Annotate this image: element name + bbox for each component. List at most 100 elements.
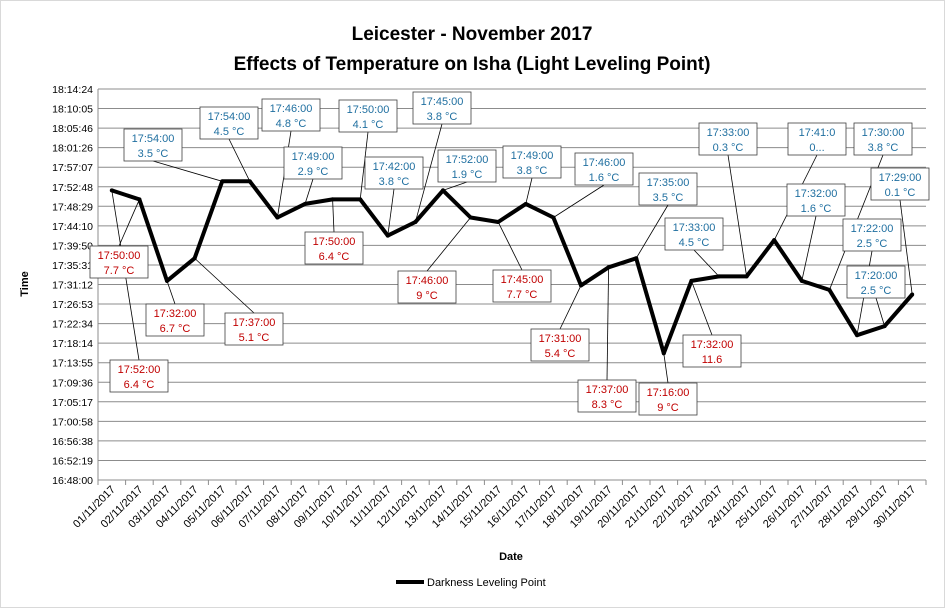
annotation-temp: 6.4 °C <box>124 379 155 391</box>
annotation-temp: 4.5 °C <box>679 237 710 249</box>
data-point <box>606 265 611 270</box>
annotation-leader <box>152 160 223 182</box>
annotation-time: 17:32:00 <box>795 188 838 200</box>
annotation-box <box>846 265 906 299</box>
annotation-box <box>638 382 698 416</box>
annotation-temp: 8.3 °C <box>592 399 623 411</box>
data-point <box>882 324 887 329</box>
annotation-box <box>397 270 457 304</box>
annotation-temp: 1.6 °C <box>589 172 620 184</box>
data-point <box>358 197 363 202</box>
annotation-label: 17:37:00 5.1 °C <box>224 312 284 346</box>
annotation-time: 17:49:00 <box>511 150 554 162</box>
annotation-leader <box>663 353 669 384</box>
data-point <box>855 333 859 338</box>
data-point <box>109 188 114 193</box>
data-point <box>385 233 390 238</box>
annotation-label: 17:30:00 3.8 °C <box>853 122 913 156</box>
annotation-leader <box>118 199 140 247</box>
data-point <box>579 283 583 288</box>
annotation-temp: 4.1 °C <box>353 119 384 131</box>
annotation-temp: 6.7 °C <box>160 323 191 335</box>
annotation-time: 17:46:00 <box>270 103 313 115</box>
annotation-time: 17:41:0 <box>799 127 836 139</box>
annotation-temp: 0.1 °C <box>885 187 916 199</box>
annotation-box <box>870 167 930 201</box>
annotation-box <box>261 98 321 132</box>
annotation-box <box>199 106 259 140</box>
y-tick-label: 17:35:31 <box>52 260 93 272</box>
data-point <box>634 256 639 261</box>
annotation-time: 17:50:00 <box>313 236 356 248</box>
annotation-leader <box>194 257 255 314</box>
y-tick-label: 17:31:12 <box>52 280 93 292</box>
data-point <box>827 287 832 292</box>
annotation-time: 17:32:00 <box>154 308 197 320</box>
annotation-time: 17:42:00 <box>373 161 416 173</box>
y-tick-label: 17:48:29 <box>52 201 93 213</box>
annotation-label: 17:46:00 9 °C <box>397 270 457 304</box>
annotation-leaders <box>111 123 913 384</box>
annotation-leader <box>559 285 582 330</box>
legend: Darkness Leveling Point <box>396 577 546 589</box>
y-tick-label: 17:13:55 <box>52 358 93 370</box>
annotation-label: 17:49:00 3.8 °C <box>502 145 562 179</box>
annotation-label: 17:50:00 7.7 °C <box>89 245 149 279</box>
annotation-label: 17:42:00 3.8 °C <box>364 156 424 190</box>
annotation-label: 17:45:00 3.8 °C <box>412 91 472 125</box>
annotation-temp: 4.5 °C <box>214 126 245 138</box>
annotation-box <box>698 122 758 156</box>
annotation-label: 17:46:00 4.8 °C <box>261 98 321 132</box>
annotation-temp: 0.3 °C <box>713 142 744 154</box>
annotation-box <box>123 128 183 162</box>
annotation-time: 17:33:00 <box>673 222 716 234</box>
annotation-temp: 3.5 °C <box>653 192 684 204</box>
annotation-leader <box>875 297 885 327</box>
data-point <box>330 197 335 202</box>
y-tick-label: 18:10:05 <box>52 104 93 116</box>
series-line-layer <box>109 179 915 356</box>
annotation-time: 17:20:00 <box>855 270 898 282</box>
annotation-time: 17:49:00 <box>292 151 335 163</box>
annotation-time: 17:37:00 <box>233 317 276 329</box>
annotation-time: 17:52:00 <box>446 154 489 166</box>
annotation-box <box>304 231 364 265</box>
data-point <box>165 278 169 283</box>
data-point <box>247 179 252 184</box>
legend-label: Darkness Leveling Point <box>427 577 546 589</box>
annotation-leader <box>693 249 720 277</box>
annotation-leader <box>166 280 176 305</box>
annotation-temp: 6.4 °C <box>319 251 350 263</box>
annotation-time: 17:22:00 <box>851 223 894 235</box>
annotation-temp: 9 °C <box>657 402 679 414</box>
y-tick-label: 17:22:34 <box>52 319 93 331</box>
data-point <box>220 179 225 184</box>
annotation-time: 17:50:00 <box>98 250 141 262</box>
annotation-temp: 3.5 °C <box>138 148 169 160</box>
annotation-temp: 11.6 <box>702 354 723 366</box>
data-point <box>496 220 501 225</box>
data-point <box>551 215 556 220</box>
y-tick-label: 18:14:24 <box>52 84 93 96</box>
data-point <box>661 351 666 356</box>
annotation-leader <box>727 154 747 277</box>
annotation-label: 17:46:00 1.6 °C <box>574 152 634 186</box>
annotation-box <box>492 269 552 303</box>
annotation-label: 17:54:00 3.5 °C <box>123 128 183 162</box>
annotation-time: 17:35:00 <box>647 177 690 189</box>
annotation-time: 17:33:00 <box>707 127 750 139</box>
annotation-leader <box>525 177 533 205</box>
annotation-leader <box>497 221 523 271</box>
annotation-leader <box>387 188 395 236</box>
data-point <box>413 220 418 225</box>
annotation-label: 17:29:00 0.1 °C <box>870 167 930 201</box>
annotation-time: 17:45:00 <box>421 96 464 108</box>
annotation-time: 17:37:00 <box>586 384 629 396</box>
data-point <box>523 201 528 206</box>
annotation-label: 17:52:00 1.9 °C <box>437 149 497 183</box>
annotation-box <box>338 99 398 133</box>
y-tick-label: 17:09:36 <box>52 377 93 389</box>
annotation-temp: 5.4 °C <box>545 348 576 360</box>
annotation-temp: 1.9 °C <box>452 169 483 181</box>
